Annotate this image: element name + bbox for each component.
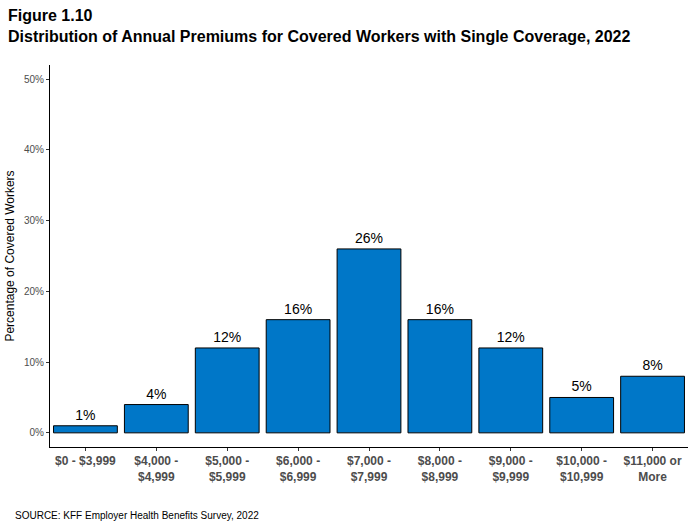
svg-text:$0 - $3,999: $0 - $3,999 [55, 454, 116, 468]
svg-text:$10,000 -$10,999: $10,000 -$10,999 [556, 454, 607, 484]
svg-text:16%: 16% [426, 301, 454, 317]
svg-text:40%: 40% [24, 144, 44, 155]
svg-text:0%: 0% [30, 427, 45, 438]
svg-text:16%: 16% [284, 301, 312, 317]
svg-text:26%: 26% [355, 230, 383, 246]
svg-text:12%: 12% [213, 329, 241, 345]
svg-text:SOURCE: KFF Employer Health Be: SOURCE: KFF Employer Health Benefits Sur… [15, 510, 259, 521]
svg-text:Percentage of Covered Workers: Percentage of Covered Workers [3, 170, 17, 341]
svg-text:8%: 8% [642, 357, 662, 373]
svg-text:$11,000 orMore: $11,000 orMore [624, 454, 682, 484]
svg-text:$4,000 -$4,999: $4,000 -$4,999 [134, 454, 178, 484]
svg-text:Figure 1.10Distribution of Ann: Figure 1.10Distribution of Annual Premiu… [8, 7, 630, 45]
svg-text:12%: 12% [497, 329, 525, 345]
svg-text:30%: 30% [24, 215, 44, 226]
svg-text:$5,000 -$5,999: $5,000 -$5,999 [205, 454, 249, 484]
svg-text:10%: 10% [24, 357, 44, 368]
svg-text:$6,000 -$6,999: $6,000 -$6,999 [276, 454, 320, 484]
svg-text:20%: 20% [24, 286, 44, 297]
svg-text:5%: 5% [572, 378, 592, 394]
svg-text:1%: 1% [75, 407, 95, 423]
svg-text:$7,000 -$7,999: $7,000 -$7,999 [347, 454, 391, 484]
svg-text:$8,000 -$8,999: $8,000 -$8,999 [418, 454, 462, 484]
svg-text:50%: 50% [24, 74, 44, 85]
svg-text:4%: 4% [146, 386, 166, 402]
svg-text:$9,000 -$9,999: $9,000 -$9,999 [489, 454, 533, 484]
